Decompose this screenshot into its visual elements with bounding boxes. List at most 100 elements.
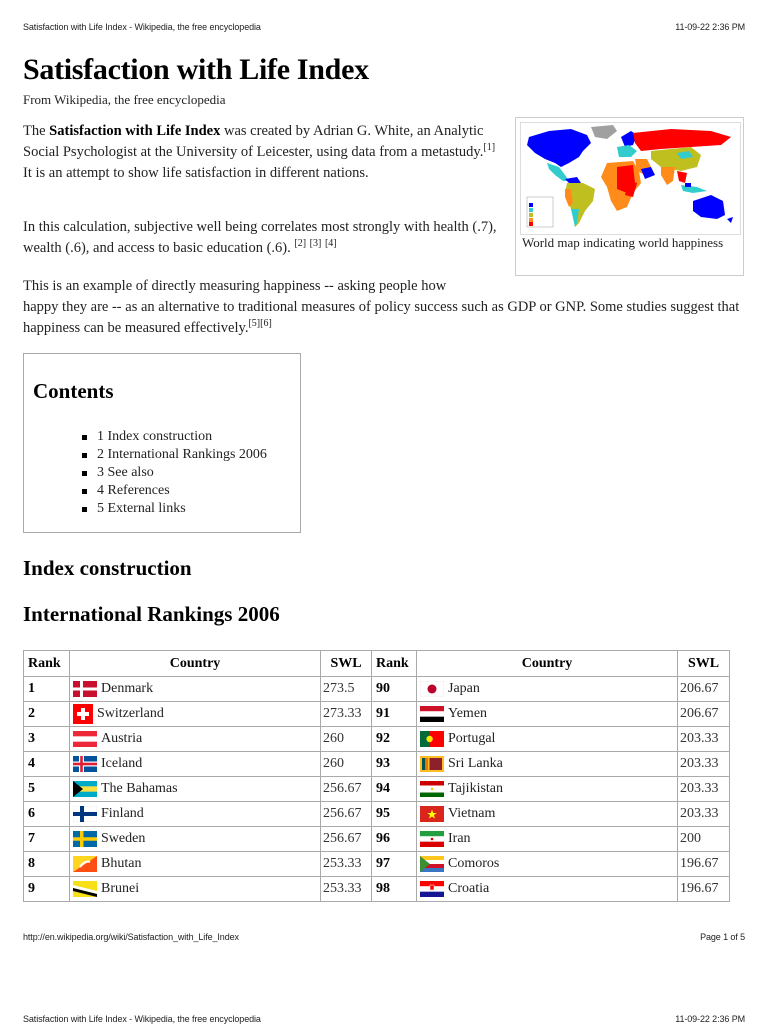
country-cell: Sri Lanka [416,751,678,777]
country-cell: Tajikistan [416,776,678,802]
rank-cell: 93 [371,751,417,777]
rank-cell: 7 [23,826,70,852]
swl-cell: 203.33 [677,776,730,802]
rank-cell: 4 [23,751,70,777]
country-link[interactable]: Switzerland [97,706,164,722]
measurement-paragraph: This is an example of directly measuring… [23,276,753,339]
rank-cell: 6 [23,801,70,827]
flag-austria-icon [73,730,97,747]
intro-paragraph: The Satisfaction with Life Index was cre… [23,121,498,184]
country-link[interactable]: Japan [448,681,480,697]
country-cell: Iran [416,826,678,852]
country-link[interactable]: Austria [101,731,143,747]
intro-lead: The [23,123,50,139]
intro-tail: It is an attempt to show life satisfacti… [23,165,369,181]
col-header-swl-left[interactable]: SWL [320,650,372,677]
country-link[interactable]: Tajikistan [448,781,504,797]
flag-croatia-icon [420,880,444,897]
section-heading-international-rankings: International Rankings 2006 [23,602,280,626]
rank-cell: 1 [23,676,70,702]
print-header-next-datetime: 11-09-22 2:36 PM [675,1014,745,1024]
country-link[interactable]: Comoros [448,856,500,872]
toc-item-see-also[interactable]: 3 See also [82,464,267,482]
flag-comoros-icon [420,855,444,872]
swl-cell: 203.33 [677,726,730,752]
table-row: 7 Sweden 256.67 96 Iran 200 [23,826,730,852]
print-header-next-page: Satisfaction with Life Index - Wikipedia… [23,1014,745,1024]
country-link[interactable]: Croatia [448,881,490,897]
ref-link-2[interactable]: [2] [294,238,307,250]
rank-cell: 97 [371,851,417,877]
table-row: 5 The Bahamas 256.67 94 Tajikistan 203.3… [23,776,730,802]
country-link[interactable]: Brunei [101,881,140,897]
ref-link-3[interactable]: [3] [309,238,322,250]
rankings-table: Rank Country SWL Rank Country SWL 1 Denm… [23,650,730,902]
table-row: 4 Iceland 260 93 Sri Lanka 203.33 [23,751,730,777]
country-link[interactable]: Sweden [101,831,146,847]
flag-yemen-icon [420,705,444,722]
flag-denmark-icon [73,680,97,697]
col-header-rank-right[interactable]: Rank [371,650,417,677]
country-cell: The Bahamas [69,776,321,802]
country-cell: Japan [416,676,678,702]
rank-cell: 91 [371,701,417,727]
figure-caption: World map indicating world happiness [522,235,724,250]
toc-item-international-rankings[interactable]: 2 International Rankings 2006 [82,446,267,464]
country-link[interactable]: Finland [101,806,144,822]
country-link[interactable]: Portugal [448,731,496,747]
swl-cell: 206.67 [677,701,730,727]
swl-cell: 273.33 [320,701,372,727]
country-link[interactable]: The Bahamas [101,781,178,797]
rank-cell: 98 [371,876,417,902]
col-header-swl-right[interactable]: SWL [677,650,730,677]
col-header-rank-left[interactable]: Rank [23,650,70,677]
print-header: Satisfaction with Life Index - Wikipedia… [23,22,745,32]
col-header-country-right[interactable]: Country [416,650,678,677]
section-heading-index-construction: Index construction [23,556,192,580]
country-cell: Finland [69,801,321,827]
world-map-figure: World map indicating world happiness [515,117,744,276]
country-cell: Portugal [416,726,678,752]
swl-cell: 273.5 [320,676,372,702]
ref-link-5-6[interactable]: [5][6] [248,318,272,330]
print-footer: http://en.wikipedia.org/wiki/Satisfactio… [23,932,745,942]
rank-cell: 95 [371,801,417,827]
country-cell: Brunei [69,876,321,902]
country-link[interactable]: Sri Lanka [448,756,503,772]
country-link[interactable]: Yemen [448,706,488,722]
print-footer-url[interactable]: http://en.wikipedia.org/wiki/Satisfactio… [23,932,239,942]
correlation-paragraph: In this calculation, subjective well bei… [23,217,498,259]
country-cell: Vietnam [416,801,678,827]
swl-cell: 196.67 [677,876,730,902]
world-map-icon [526,125,733,228]
ref-link-4[interactable]: [4] [324,238,337,250]
country-link[interactable]: Iceland [101,756,143,772]
intro-rest: was created by Adrian G. White, an Analy… [23,123,484,160]
toc-item-external-links[interactable]: 5 External links [82,500,267,518]
flag-iran-icon [420,830,444,847]
page-break [0,913,768,923]
country-link[interactable]: Denmark [101,681,154,697]
country-link[interactable]: Bhutan [101,856,142,872]
flag-finland-icon [73,805,97,822]
table-row: 2 Switzerland 273.33 91 Yemen 206.67 [23,701,730,727]
country-cell: Yemen [416,701,678,727]
swl-cell: 200 [677,826,730,852]
col-header-country-left[interactable]: Country [69,650,321,677]
country-cell: Austria [69,726,321,752]
swl-cell: 253.33 [320,876,372,902]
country-link[interactable]: Vietnam [448,806,496,822]
rank-cell: 9 [23,876,70,902]
page-title: Satisfaction with Life Index [23,53,369,86]
swl-cell: 260 [320,751,372,777]
country-link[interactable]: Iran [448,831,471,847]
toc-item-index-construction[interactable]: 1 Index construction [82,428,267,446]
table-row: 8 Bhutan 253.33 97 Comoros 196.67 [23,851,730,877]
world-happiness-map-image[interactable] [520,122,741,235]
flag-bhutan-icon [73,855,97,872]
toc-item-references[interactable]: 4 References [82,482,267,500]
ref-link-1[interactable]: [1] [483,142,496,154]
swl-cell: 256.67 [320,801,372,827]
swl-cell: 203.33 [677,751,730,777]
swl-cell: 256.67 [320,776,372,802]
